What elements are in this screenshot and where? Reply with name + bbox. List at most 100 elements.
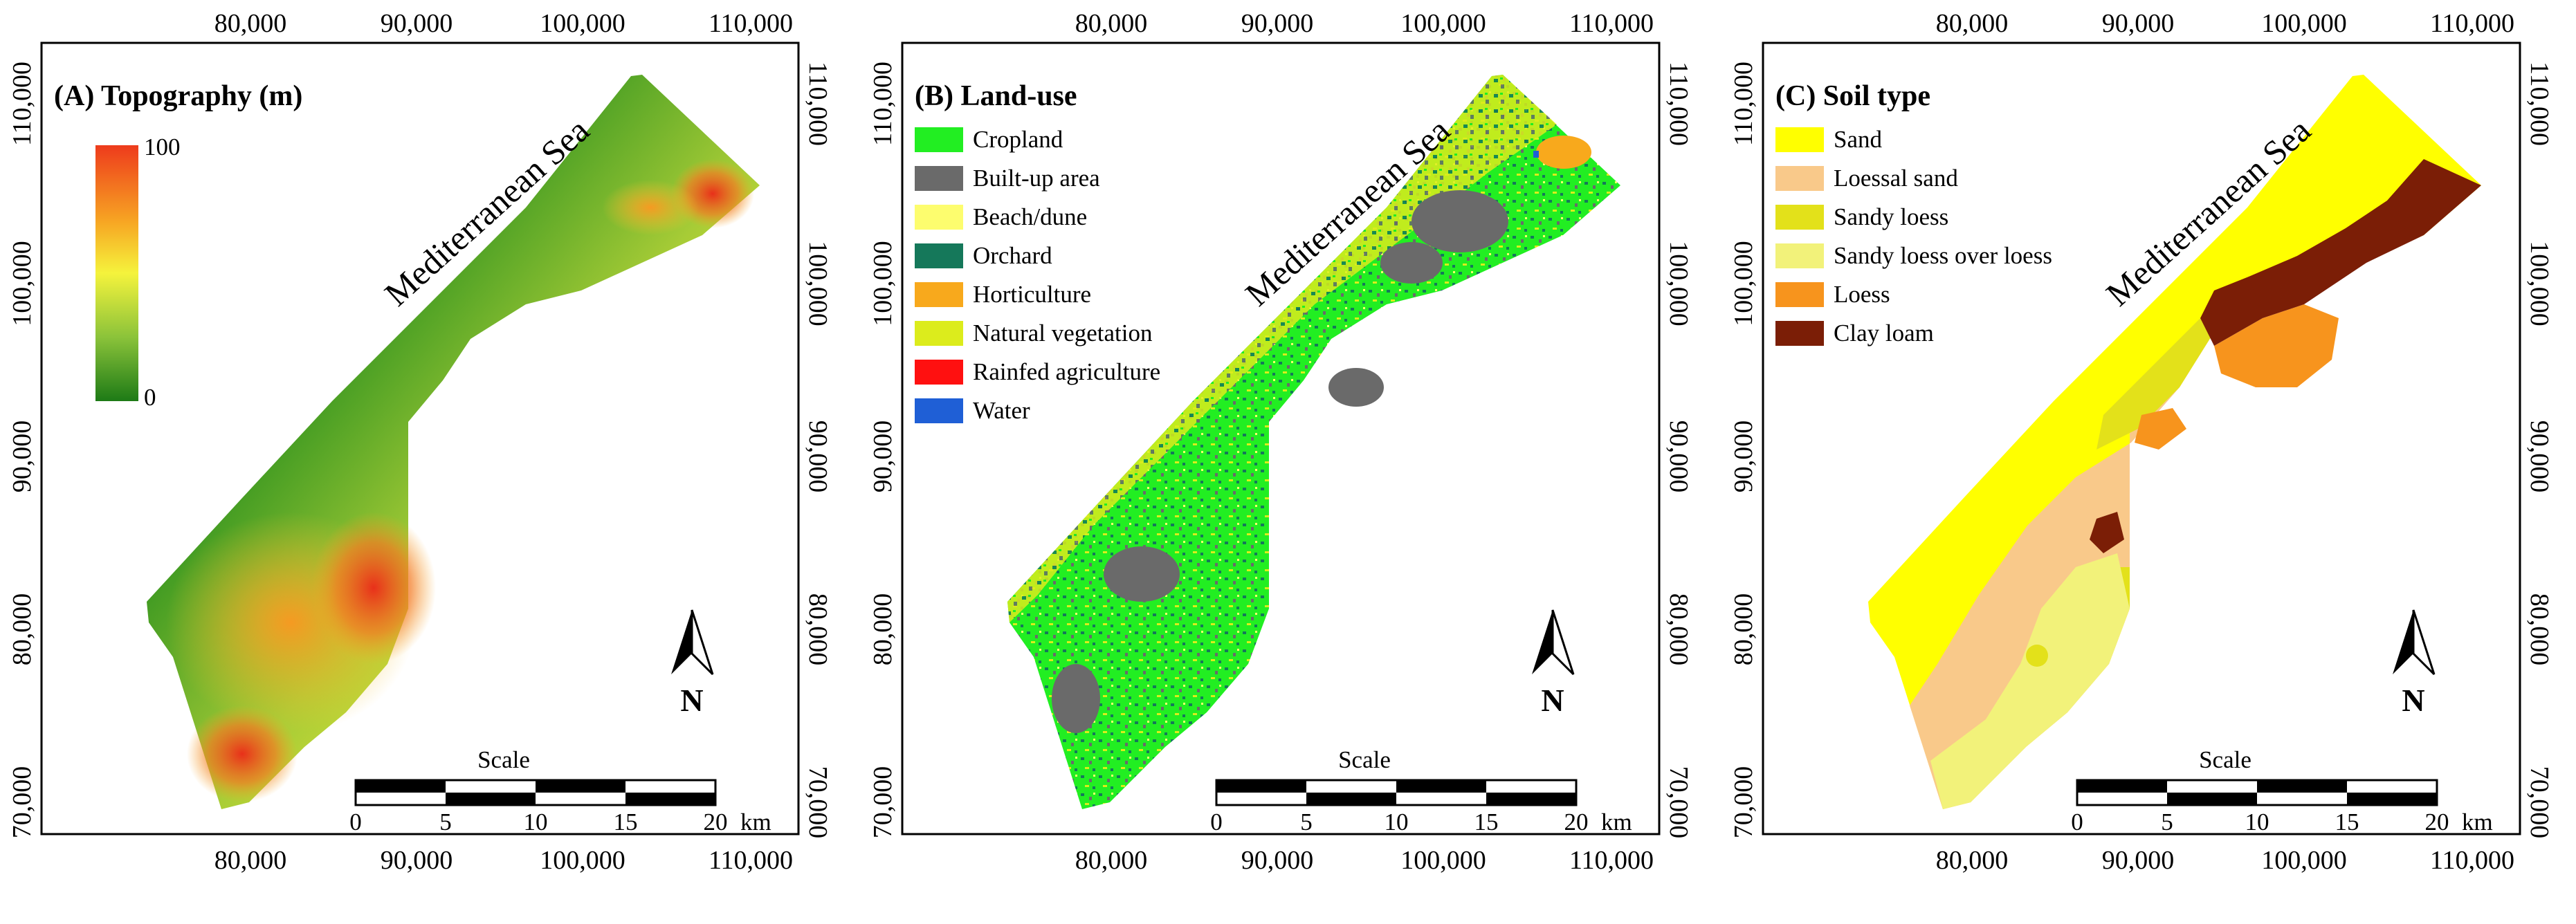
y-tick-left: 70,000: [8, 766, 37, 839]
soil-zone-sandy-loess-over-loess: [1930, 553, 2130, 809]
legend-swatch: [915, 398, 963, 423]
soil-zone-clay-loam: [2090, 512, 2124, 553]
y-tick-right: 70,000: [803, 766, 832, 839]
scale-bar: Scale 0 5 10 15 20 km: [2071, 746, 2492, 835]
y-tick-left: 90,000: [868, 421, 897, 493]
legend-swatch: [1775, 127, 1824, 152]
scale-segment: [536, 780, 625, 793]
north-arrow: N: [1532, 609, 1575, 718]
built-up-area-zone: [1052, 664, 1100, 733]
legend-label: Beach/dune: [973, 203, 1087, 230]
north-arrow-head: [1532, 610, 1553, 674]
legend-swatch: [1775, 166, 1824, 191]
legend-label: Sandy loess: [1834, 203, 1948, 230]
north-label: N: [2402, 683, 2424, 718]
y-tick-left: 80,000: [1729, 593, 1758, 666]
legend-swatch: [915, 243, 963, 268]
y-tick-right: 80,000: [803, 593, 832, 666]
y-tick-left: 90,000: [8, 421, 37, 493]
built-up-area-zone: [1328, 368, 1384, 407]
y-tick-right: 100,000: [803, 241, 832, 326]
scale-tick: 0: [1210, 808, 1223, 835]
north-label: N: [1541, 683, 1564, 718]
y-tick-right: 110,000: [1664, 62, 1693, 146]
legend-swatch: [915, 205, 963, 230]
legend-label: Loessal sand: [1834, 165, 1958, 192]
scale-segment: [2167, 793, 2257, 805]
x-tick-top: 90,000: [1241, 9, 1314, 38]
x-tick-bottom: 100,000: [1400, 846, 1486, 875]
x-tick-bottom: 90,000: [2102, 846, 2175, 875]
panel-soil-type: 80,000 90,000 100,000 110,000 80,000 90,…: [1729, 9, 2554, 875]
soil-zone-clay-loam: [2235, 159, 2481, 318]
x-tick-top: 110,000: [2430, 9, 2514, 38]
x-tick-bottom: 80,000: [214, 846, 287, 875]
panel-topography: 80,000 90,000 100,000 110,000 80,000 90,…: [8, 9, 832, 875]
legend-label: Water: [973, 397, 1030, 424]
x-tick-top: 110,000: [709, 9, 793, 38]
legend-label: Natural vegetation: [973, 320, 1152, 346]
x-tick-bottom: 90,000: [1241, 846, 1314, 875]
x-tick-top: 80,000: [1075, 9, 1148, 38]
x-tick-bottom: 110,000: [709, 846, 793, 875]
scale-title: Scale: [2199, 746, 2251, 773]
north-arrow-head: [2393, 610, 2413, 674]
legend-label: Orchard: [973, 242, 1052, 269]
north-arrow-head: [691, 609, 714, 676]
scale-unit: km: [740, 808, 771, 835]
legend-swatch: [915, 282, 963, 307]
scale-tick: 15: [2335, 808, 2359, 835]
scale-segment: [2347, 793, 2437, 805]
north-arrow-head: [671, 610, 692, 674]
y-tick-left: 100,000: [868, 241, 897, 326]
x-tick-top: 90,000: [381, 9, 453, 38]
legend-label: Clay loam: [1834, 320, 1934, 346]
x-tick-top: 80,000: [1936, 9, 2009, 38]
scale-tick: 0: [2071, 808, 2083, 835]
soil-type-raster: [1868, 75, 2481, 809]
scale-bar: Scale 0 5 10 15 20 km: [349, 746, 771, 835]
elevation-warm-zone: [602, 180, 699, 235]
scale-segment: [2077, 780, 2167, 793]
y-tick-right: 80,000: [2525, 593, 2554, 666]
y-tick-right: 70,000: [2525, 766, 2554, 839]
legend-label: Cropland: [973, 126, 1063, 153]
panel-title: (C) Soil type: [1775, 80, 1930, 112]
legend-label: Horticulture: [973, 281, 1091, 308]
water-body: [1533, 151, 1539, 158]
y-tick-right: 70,000: [1664, 766, 1693, 839]
scale-tick: 10: [524, 808, 548, 835]
north-arrow: N: [2393, 609, 2436, 718]
y-tick-left: 110,000: [1729, 62, 1758, 146]
y-tick-right: 100,000: [1664, 241, 1693, 326]
x-tick-bottom: 100,000: [2261, 846, 2347, 875]
y-tick-right: 110,000: [803, 62, 832, 146]
x-tick-bottom: 110,000: [1569, 846, 1654, 875]
scale-segment: [446, 793, 536, 805]
x-tick-top: 100,000: [2261, 9, 2347, 38]
scale-tick: 10: [1385, 808, 1409, 835]
y-tick-right: 110,000: [2525, 62, 2554, 146]
scale-title: Scale: [1338, 746, 1391, 773]
land-use-strip: [1007, 75, 1620, 809]
elevation-colorbar: [95, 145, 138, 401]
y-tick-left: 70,000: [1729, 766, 1758, 839]
north-arrow: N: [671, 609, 714, 718]
legend-swatch: [915, 166, 963, 191]
legend-label: Sand: [1834, 126, 1883, 153]
x-tick-top: 110,000: [1569, 9, 1654, 38]
built-up-area-zone: [1104, 546, 1180, 602]
panel-land-use: 80,000 90,000 100,000 110,000 80,000 90,…: [868, 9, 1693, 875]
y-tick-right: 90,000: [803, 421, 832, 493]
colorbar-min-label: 0: [144, 384, 156, 411]
y-tick-right: 90,000: [1664, 421, 1693, 493]
legend-label: Built-up area: [973, 165, 1100, 192]
x-tick-bottom: 100,000: [540, 846, 625, 875]
scale-bar: Scale 0 5 10 15 20 km: [1210, 746, 1632, 835]
legend-swatch: [1775, 205, 1824, 230]
x-tick-bottom: 110,000: [2430, 846, 2514, 875]
scale-segment: [1306, 793, 1396, 805]
horticulture-zone: [1536, 136, 1591, 169]
